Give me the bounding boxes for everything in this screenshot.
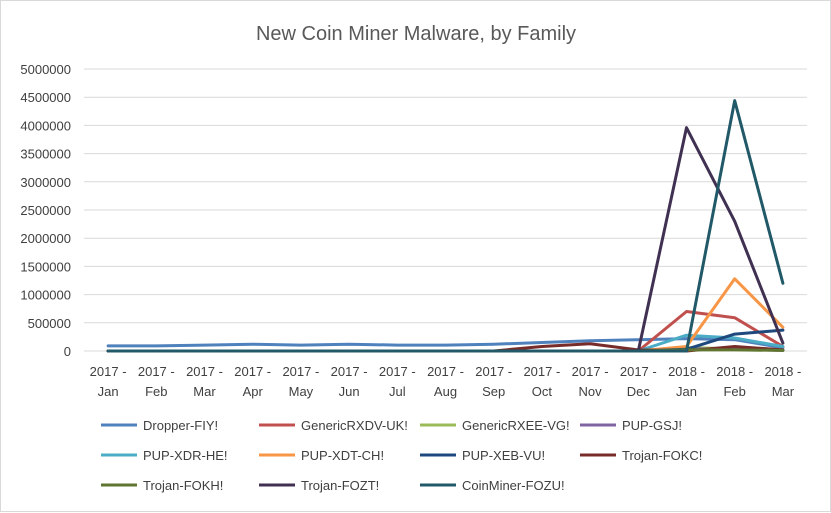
legend-label: PUP-GSJ! xyxy=(622,418,682,433)
y-tick-label: 3000000 xyxy=(20,175,71,190)
x-tick-month: Feb xyxy=(723,384,745,399)
x-tick-year: 2018 - xyxy=(764,364,801,379)
x-tick-month: Jan xyxy=(676,384,697,399)
x-tick-month: Oct xyxy=(532,384,553,399)
series-line-coinminer-fozu xyxy=(106,99,785,353)
y-tick-label: 4000000 xyxy=(20,118,71,133)
x-tick-month: Aug xyxy=(434,384,457,399)
x-tick-month: Apr xyxy=(243,384,264,399)
legend-label: Trojan-FOKC! xyxy=(622,448,702,463)
legend-label: GenericRXDV-UK! xyxy=(301,418,408,433)
x-tick-month: Jan xyxy=(98,384,119,399)
x-tick-month: Dec xyxy=(627,384,651,399)
legend-label: CoinMiner-FOZU! xyxy=(462,478,565,493)
x-tick-year: 2018 - xyxy=(716,364,753,379)
x-tick-month: Feb xyxy=(145,384,167,399)
y-axis-ticks: 0 500000 1000000 1500000 2000000 2500000 30000… xyxy=(20,62,71,359)
x-tick-year: 2017 - xyxy=(234,364,271,379)
series-lines xyxy=(106,99,785,353)
y-tick-label: 500000 xyxy=(28,316,71,331)
legend-label: Dropper-FIY! xyxy=(143,418,218,433)
x-axis-ticks: 2017 - Jan 2017 - Feb 2017 - Mar 2017 - Apr 2017… xyxy=(90,364,802,399)
x-tick-month: Sep xyxy=(482,384,505,399)
y-tick-label: 1500000 xyxy=(20,259,71,274)
x-tick-month: Nov xyxy=(579,384,603,399)
legend-label: Trojan-FOZT! xyxy=(301,478,379,493)
gridlines xyxy=(84,68,807,352)
series-line-trojan-fozt xyxy=(106,126,785,353)
x-tick-year: 2017 - xyxy=(90,364,127,379)
x-tick-year: 2017 - xyxy=(523,364,560,379)
x-tick-year: 2017 - xyxy=(186,364,223,379)
y-tick-label: 0 xyxy=(64,344,71,359)
chart-title: New Coin Miner Malware, by Family xyxy=(256,23,576,45)
y-tick-label: 4500000 xyxy=(20,90,71,105)
x-tick-year: 2017 - xyxy=(572,364,609,379)
x-tick-year: 2017 - xyxy=(379,364,416,379)
y-tick-label: 2000000 xyxy=(20,231,71,246)
x-tick-year: 2017 - xyxy=(138,364,175,379)
x-tick-year: 2017 - xyxy=(282,364,319,379)
legend-label: PUP-XDT-CH! xyxy=(301,448,384,463)
legend-label: PUP-XEB-VU! xyxy=(462,448,545,463)
y-tick-label: 2500000 xyxy=(20,203,71,218)
legend-label: PUP-XDR-HE! xyxy=(143,448,228,463)
x-tick-year: 2018 - xyxy=(668,364,705,379)
y-tick-label: 3500000 xyxy=(20,147,71,162)
x-tick-month: Jun xyxy=(339,384,360,399)
y-tick-label: 1000000 xyxy=(20,288,71,303)
x-tick-year: 2017 - xyxy=(620,364,657,379)
x-tick-month: Jul xyxy=(389,384,406,399)
x-tick-month: Mar xyxy=(193,384,216,399)
legend: Dropper-FIY! GenericRXDV-UK! GenericRXEE-V… xyxy=(101,418,702,493)
x-tick-month: Mar xyxy=(772,384,795,399)
x-tick-year: 2017 - xyxy=(475,364,512,379)
x-tick-year: 2017 - xyxy=(331,364,368,379)
legend-label: GenericRXEE-VG! xyxy=(462,418,570,433)
legend-label: Trojan-FOKH! xyxy=(143,478,223,493)
y-tick-label: 5000000 xyxy=(20,62,71,77)
x-tick-year: 2017 - xyxy=(427,364,464,379)
x-tick-month: May xyxy=(289,384,314,399)
